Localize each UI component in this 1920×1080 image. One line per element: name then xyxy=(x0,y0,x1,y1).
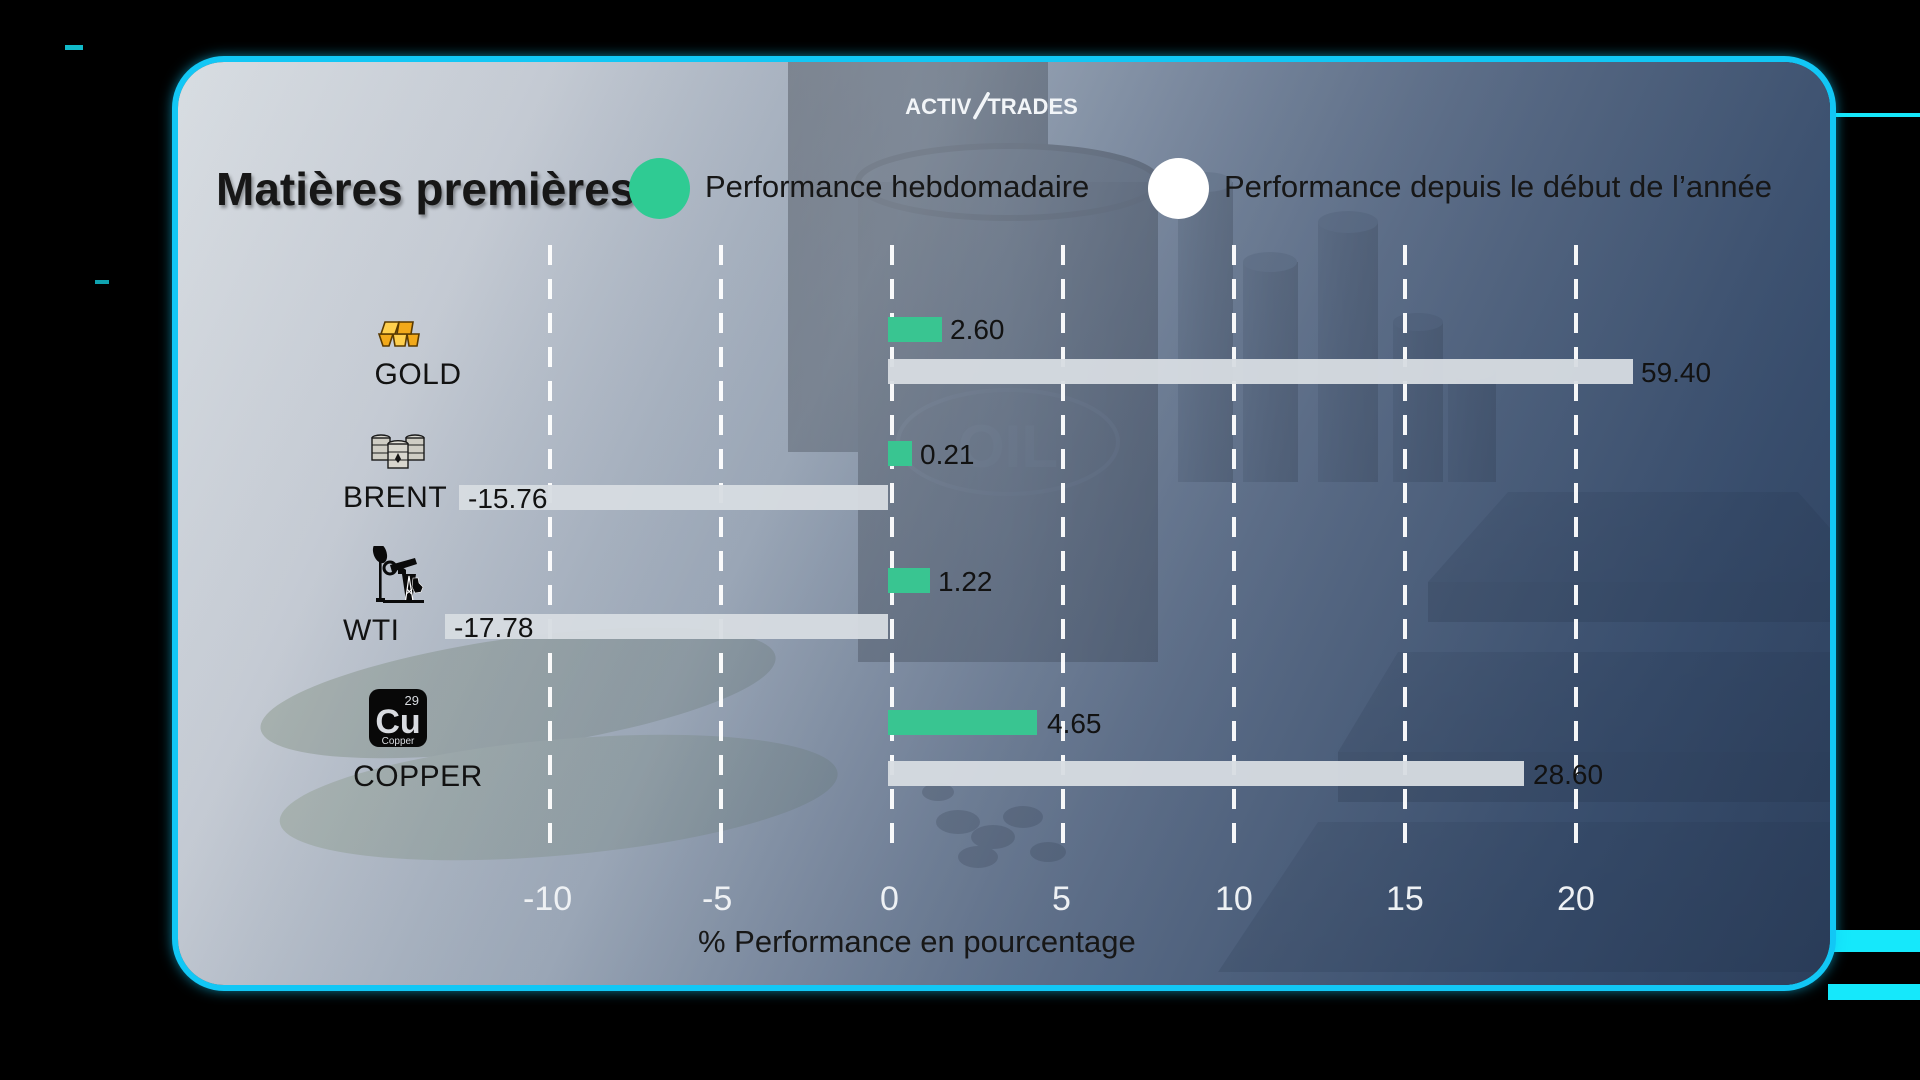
svg-text:TRADES: TRADES xyxy=(987,94,1078,119)
svg-text:ACTIV: ACTIV xyxy=(905,94,971,119)
